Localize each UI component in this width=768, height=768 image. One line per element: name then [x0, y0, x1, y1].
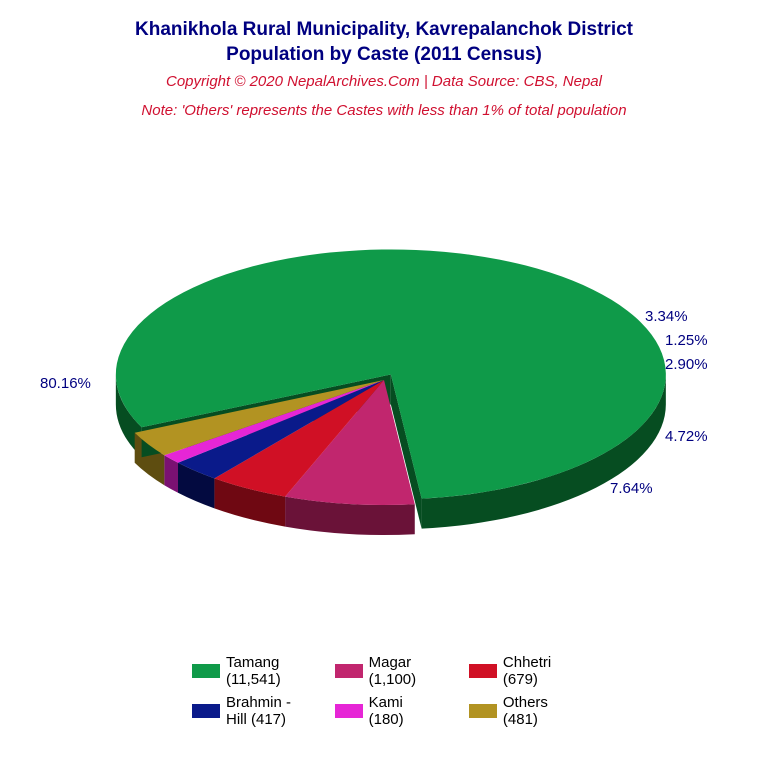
legend-swatch	[335, 704, 363, 718]
legend-item: Tamang (11,541)	[192, 654, 307, 688]
copyright-line: Copyright © 2020 NepalArchives.Com | Dat…	[0, 73, 768, 90]
legend-label: Others (481)	[503, 694, 576, 728]
note-line: Note: 'Others' represents the Castes wit…	[0, 102, 768, 119]
title-line-1: Khanikhola Rural Municipality, Kavrepala…	[0, 18, 768, 43]
pie-chart: 80.16% 7.64% 4.72% 2.90% 1.25% 3.34%	[0, 180, 768, 600]
legend-label: Kami (180)	[369, 694, 441, 728]
legend-swatch	[469, 664, 497, 678]
legend-item: Others (481)	[469, 694, 576, 728]
legend-item: Kami (180)	[335, 694, 441, 728]
pct-label: 3.34%	[645, 308, 688, 325]
legend-swatch	[335, 664, 363, 678]
title-block: Khanikhola Rural Municipality, Kavrepala…	[0, 0, 768, 119]
pie-svg	[0, 180, 768, 600]
pct-label: 4.72%	[665, 428, 708, 445]
legend-swatch	[469, 704, 497, 718]
legend-label: Brahmin - Hill (417)	[226, 694, 307, 728]
legend-item: Brahmin - Hill (417)	[192, 694, 307, 728]
legend-label: Tamang (11,541)	[226, 654, 307, 688]
legend: Tamang (11,541) Magar (1,100) Chhetri (679…	[192, 654, 576, 728]
legend-swatch	[192, 664, 220, 678]
title-line-2: Population by Caste (2011 Census)	[0, 43, 768, 68]
legend-item: Magar (1,100)	[335, 654, 441, 688]
pct-label: 7.64%	[610, 480, 653, 497]
legend-swatch	[192, 704, 220, 718]
legend-label: Chhetri (679)	[503, 654, 576, 688]
legend-item: Chhetri (679)	[469, 654, 576, 688]
pct-label: 1.25%	[665, 332, 708, 349]
pct-label: 2.90%	[665, 356, 708, 373]
pct-label: 80.16%	[40, 375, 91, 392]
legend-label: Magar (1,100)	[369, 654, 441, 688]
